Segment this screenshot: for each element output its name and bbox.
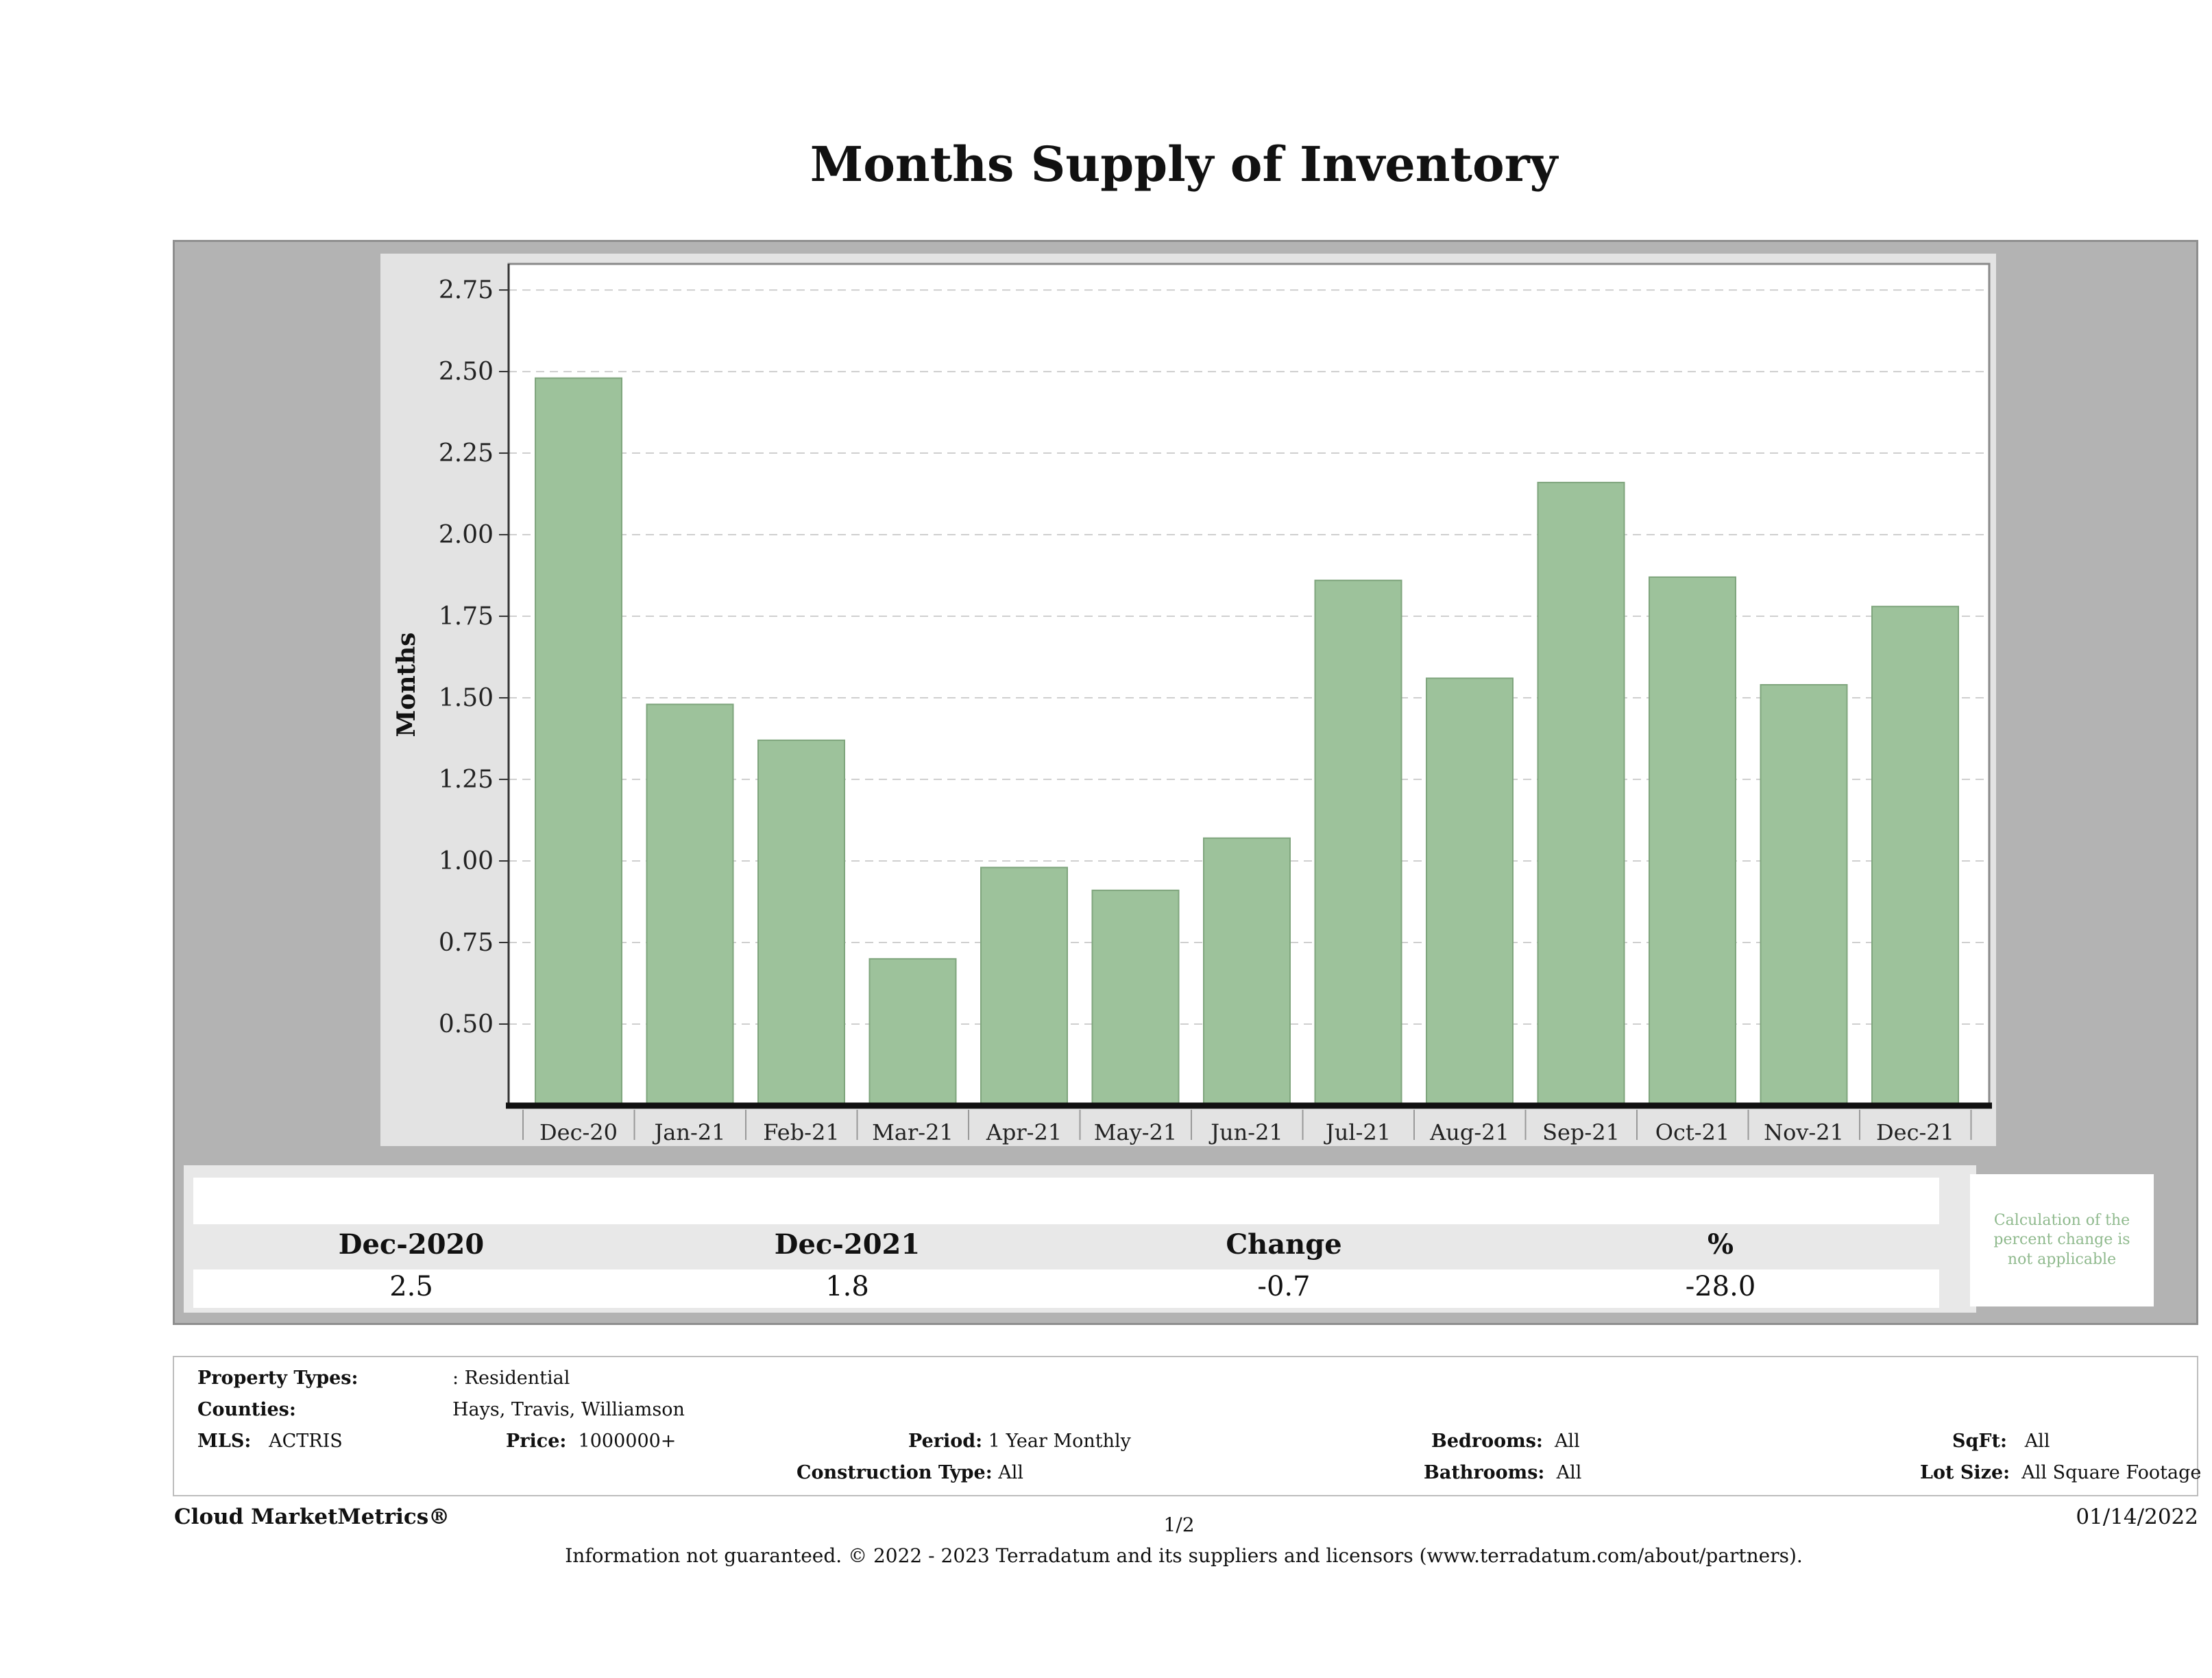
x-tick-label: Oct-21 [1655, 1119, 1730, 1145]
summary-header-change: Change [1226, 1228, 1342, 1261]
y-tick-label: 1.75 [439, 603, 494, 631]
criteria-bathrooms: Bathrooms: All [1424, 1462, 1582, 1483]
x-tick-label: Mar-21 [872, 1119, 953, 1145]
y-tick-label: 2.25 [439, 439, 494, 467]
y-tick-label: 1.25 [439, 766, 494, 794]
bar [535, 377, 622, 1107]
y-tick-label: 2.75 [439, 276, 494, 304]
x-tick-label: Jul-21 [1324, 1119, 1391, 1145]
criteria-bedrooms: Bedrooms: All [1431, 1431, 1580, 1452]
bar-chart: 0.50 0.75 1.00 1.25 1.50 1.75 2.00 2.25 2.50 2.75… [392, 263, 1992, 1145]
summary-header-percent: % [1707, 1228, 1734, 1261]
report-date: 01/14/2022 [2076, 1505, 2198, 1529]
bar [1314, 579, 1402, 1106]
bar [1649, 576, 1736, 1106]
y-tick-label: 0.75 [439, 929, 494, 957]
criteria-counties-value: Hays, Travis, Williamson [452, 1399, 685, 1420]
x-tick-label: Jan-21 [652, 1119, 725, 1145]
page-number: 1/2 [1163, 1513, 1195, 1536]
y-tick-label: 1.50 [439, 684, 494, 712]
summary-values-row [193, 1269, 1939, 1308]
x-tick-label: May-21 [1094, 1119, 1177, 1145]
criteria-construction-value: All [998, 1462, 1024, 1483]
bar [1426, 677, 1514, 1106]
y-axis-label: Months [392, 632, 421, 737]
summary-header-end: Dec-2021 [774, 1228, 921, 1261]
criteria-lot-size-value: All Square Footage [2021, 1462, 2202, 1483]
bar [646, 703, 734, 1106]
y-tick-label: 1.00 [439, 847, 494, 875]
x-tick-label: Dec-21 [1876, 1119, 1954, 1145]
criteria-construction: Construction Type: All [797, 1462, 1024, 1483]
bar [1091, 889, 1180, 1106]
page-title: Months Supply of Inventory [810, 136, 1558, 193]
x-tick-label: Sep-21 [1542, 1119, 1620, 1145]
criteria-price-value: 1000000+ [578, 1431, 677, 1452]
bar [1203, 837, 1291, 1107]
criteria-lot-size: Lot Size: All Square Footage [1920, 1462, 2202, 1483]
summary-value-change: -0.7 [1257, 1271, 1311, 1302]
criteria-property-types-value: : Residential [452, 1367, 570, 1389]
criteria-bedrooms-value: All [1555, 1431, 1580, 1452]
criteria-bathrooms-value: All [1556, 1462, 1582, 1483]
criteria-period-value: 1 Year Monthly [988, 1431, 1131, 1452]
percent-change-note-text: Calculation of the percent change is not… [1993, 1211, 2130, 1268]
criteria-price: Price: 1000000+ [506, 1431, 677, 1452]
criteria-counties-label: Counties: [197, 1399, 296, 1420]
criteria-mls-value: ACTRIS [269, 1431, 343, 1452]
disclaimer: Information not guaranteed. © 2022 - 202… [565, 1544, 1803, 1567]
bar [1537, 481, 1625, 1106]
x-tick-label: Jun-21 [1208, 1119, 1283, 1145]
criteria-mls: MLS: ACTRIS [197, 1431, 343, 1452]
brand-name: Cloud MarketMetrics® [174, 1505, 450, 1529]
search-criteria [173, 1356, 2198, 1496]
summary-value-end: 1.8 [825, 1271, 869, 1302]
bar [1760, 684, 1848, 1106]
x-tick-label: Aug-21 [1429, 1119, 1509, 1145]
criteria-property-types-label: Property Types: [197, 1367, 358, 1389]
percent-change-note: Calculation of the percent change is not… [1970, 1174, 2154, 1306]
criteria-period: Period: 1 Year Monthly [908, 1431, 1131, 1452]
x-tick-label: Nov-21 [1764, 1119, 1844, 1145]
x-tick-label: Feb-21 [763, 1119, 839, 1145]
summary-value-percent: -28.0 [1685, 1271, 1756, 1302]
summary-header-spacer [193, 1178, 1939, 1224]
summary-value-start: 2.5 [389, 1271, 433, 1302]
bar [1871, 605, 1959, 1106]
bar [757, 739, 845, 1106]
x-tick-label: Apr-21 [986, 1119, 1062, 1145]
y-tick-label: 2.50 [439, 358, 494, 386]
y-tick-label: 0.50 [439, 1010, 494, 1038]
criteria-sqft-value: All [2024, 1431, 2050, 1452]
bar [868, 958, 957, 1107]
y-tick-label: 2.00 [439, 521, 494, 549]
x-tick-label: Dec-20 [539, 1119, 618, 1145]
summary-header-start: Dec-2020 [338, 1228, 485, 1261]
criteria-sqft: SqFt: All [1952, 1431, 2050, 1452]
bar [980, 866, 1068, 1107]
